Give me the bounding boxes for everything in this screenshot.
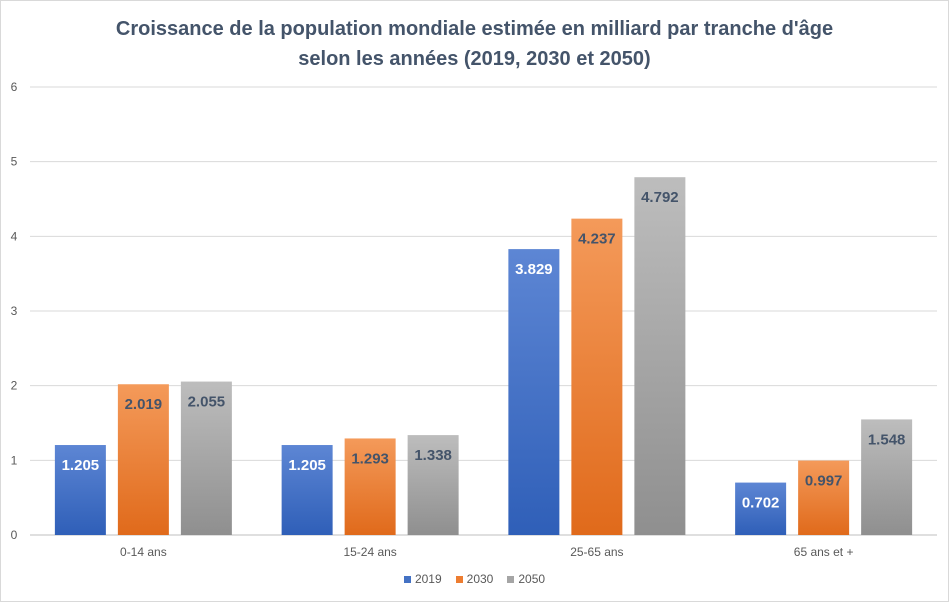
bar-2030-2 — [571, 218, 623, 535]
bar-2050-0 — [180, 381, 232, 535]
bar-2019-2 — [508, 249, 560, 536]
bar-2030-0 — [117, 384, 169, 535]
x-axis: 0-14 ans 15-24 ans 25-65 ans 65 ans et + — [120, 545, 853, 559]
data-label-2030-3: 0.997 — [805, 473, 843, 490]
x-tick-label: 0-14 ans — [120, 545, 167, 559]
data-label-2050-3: 1.548 — [868, 431, 906, 448]
bar-2030-1 — [344, 438, 396, 535]
x-tick-label: 25-65 ans — [570, 545, 623, 559]
y-tick-label: 4 — [11, 229, 18, 243]
x-tick-label: 15-24 ans — [343, 545, 396, 559]
legend-swatch-2019 — [403, 575, 411, 583]
legend: 2019 2030 2050 — [0, 572, 949, 586]
bar-2019-3 — [735, 482, 787, 535]
bar-2030-3 — [798, 460, 850, 535]
y-tick-label: 5 — [11, 155, 18, 169]
y-tick-label: 6 — [11, 80, 18, 94]
x-tick-label: 65 ans et + — [794, 545, 854, 559]
legend-label-2019: 2019 — [414, 572, 442, 586]
legend-label-2030: 2030 — [466, 572, 494, 586]
data-label-2019-0: 1.205 — [62, 457, 100, 474]
bar-2050-2 — [634, 177, 686, 535]
data-label-2050-2: 4.792 — [641, 189, 679, 206]
data-label-2019-3: 0.702 — [742, 495, 780, 512]
bar-2019-0 — [54, 445, 106, 535]
chart-title: Croissance de la population mondiale est… — [0, 14, 949, 74]
legend-label-2050: 2050 — [518, 572, 546, 586]
y-tick-label: 2 — [11, 379, 18, 393]
data-labels: 1.205 2.019 2.055 1.205 1.293 1.338 3.829 4.237… — [62, 189, 906, 511]
bar-2050-1 — [407, 435, 459, 535]
legend-item-2050: 2050 — [507, 572, 545, 586]
data-label-2050-1: 1.338 — [414, 447, 452, 464]
data-label-2019-2: 3.829 — [515, 261, 553, 278]
data-label-2030-2: 4.237 — [578, 231, 616, 248]
legend-item-2030: 2030 — [455, 572, 494, 586]
data-label-2030-1: 1.293 — [351, 450, 389, 467]
legend-swatch-2050 — [507, 575, 515, 583]
legend-swatch-2030 — [455, 575, 463, 583]
data-label-2019-1: 1.205 — [288, 457, 326, 474]
y-tick-label: 3 — [11, 304, 18, 318]
bars — [54, 177, 913, 536]
y-tick-label: 0 — [11, 528, 18, 542]
bar-2019-1 — [281, 445, 333, 535]
bar-2050-3 — [861, 419, 913, 535]
data-label-2030-0: 2.019 — [125, 396, 163, 413]
chart-title-line-2: selon les années (2019, 2030 et 2050) — [298, 48, 651, 70]
chart-title-line-1: Croissance de la population mondiale est… — [115, 18, 834, 40]
legend-item-2019: 2019 — [403, 572, 442, 586]
data-label-2050-0: 2.055 — [188, 394, 226, 411]
y-tick-label: 1 — [11, 453, 18, 467]
y-axis: 0 1 2 3 4 5 6 — [11, 80, 18, 542]
